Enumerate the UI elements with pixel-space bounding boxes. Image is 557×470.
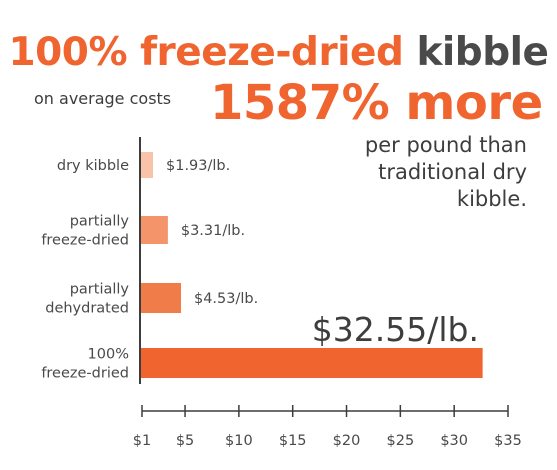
x-tick-label: $15 <box>279 433 307 449</box>
headline-accent: 100% freeze-dried <box>8 30 404 75</box>
category-label: partially <box>70 282 130 298</box>
subheadline-tail-line: traditional dry <box>378 160 527 184</box>
category-label: 100% <box>88 347 129 363</box>
x-tick-label: $1 <box>133 433 151 449</box>
subheadline-tail-line: kibble. <box>456 187 527 211</box>
x-tick-label: $35 <box>494 433 522 449</box>
headline: 100% freeze-dried kibble <box>0 30 557 75</box>
x-tick-label: $25 <box>387 433 415 449</box>
bar <box>141 152 154 178</box>
subheadline-tail: per pound than traditional dry kibble. <box>365 132 527 213</box>
x-tick-label: $10 <box>225 433 253 449</box>
category-label: dry kibble <box>57 158 129 174</box>
x-tick-label: $5 <box>176 433 194 449</box>
data-label: $4.53/lb. <box>194 291 258 307</box>
subheadline-stat: 1587% more <box>210 75 543 131</box>
data-label: $32.55/lb. <box>312 310 479 349</box>
bar <box>141 216 168 244</box>
subheadline-tail-line: per pound than <box>364 133 527 157</box>
bar <box>141 348 483 378</box>
bar <box>141 283 181 313</box>
headline-dark: kibble <box>416 30 549 75</box>
x-tick-label: $20 <box>333 433 361 449</box>
subheadline-lead: on average costs <box>34 89 172 108</box>
data-label: $1.93/lb. <box>166 158 230 174</box>
category-label: dehydrated <box>45 301 129 317</box>
category-label: freeze-dried <box>41 366 129 382</box>
x-tick-label: $30 <box>440 433 468 449</box>
data-label: $3.31/lb. <box>181 223 245 239</box>
category-label: partially <box>70 214 130 230</box>
category-label: freeze-dried <box>41 233 129 249</box>
